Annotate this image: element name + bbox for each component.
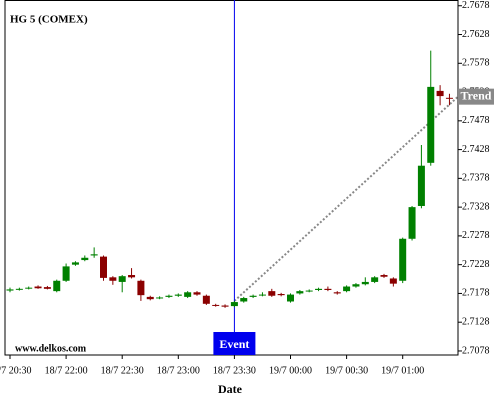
x-tick-label: 18/7 22:30	[101, 365, 144, 376]
x-tick-label: 19/7 00:00	[269, 365, 312, 376]
x-tick-label: 19/7 01:00	[381, 365, 424, 376]
x-tick-label: 18/7 23:30	[213, 365, 256, 376]
candle-body	[221, 305, 229, 307]
candle-body	[249, 295, 257, 297]
event-label: Event	[219, 337, 249, 351]
candle-body	[380, 275, 388, 277]
candle-body	[184, 292, 192, 297]
candle-body	[165, 295, 173, 297]
candle-body	[230, 302, 238, 307]
y-tick-label: 2.7428	[462, 144, 490, 155]
candle-body	[389, 278, 397, 284]
candle-body	[100, 256, 107, 278]
candle-body	[34, 286, 42, 289]
candle-body	[25, 287, 33, 289]
candle-body	[399, 238, 407, 281]
x-tick-label: 18/7 23:00	[157, 365, 200, 376]
y-tick-label: 2.7278	[462, 230, 490, 241]
candle-body	[296, 291, 304, 294]
trend-label: Trend	[461, 88, 492, 102]
candle-body	[343, 286, 351, 292]
candle-body	[277, 294, 285, 296]
candle-body	[156, 297, 164, 299]
trend-line	[233, 95, 459, 302]
x-tick-label: 18/7 20:30	[0, 365, 32, 376]
candle-body	[109, 277, 117, 281]
candle-body	[193, 292, 201, 295]
candle-body	[268, 291, 276, 296]
source-label: www.delkos.com	[15, 343, 87, 354]
candle-body	[90, 254, 98, 256]
y-tick-label: 2.7378	[462, 173, 490, 184]
chart-title: HG 5 (COMEX)	[10, 14, 88, 26]
candle-body	[417, 165, 425, 206]
x-axis-label: Date	[218, 382, 243, 396]
x-tick-label: 18/7 22:00	[45, 365, 88, 376]
candle-body	[202, 295, 210, 304]
candle-body	[146, 296, 154, 300]
trend-label-box	[458, 88, 494, 105]
candle-body	[128, 275, 136, 278]
y-tick-label: 2.7328	[462, 201, 490, 212]
y-tick-label: 2.7578	[462, 58, 490, 69]
candle-body	[371, 277, 379, 282]
candle-body	[427, 86, 435, 163]
candle-body	[71, 262, 79, 265]
candle-body	[315, 288, 323, 290]
y-tick-label: 2.7678	[462, 0, 490, 11]
candle-body	[305, 290, 313, 292]
x-tick-label: 19/7 00:30	[325, 365, 368, 376]
candle-body	[43, 287, 51, 289]
candle-body	[118, 276, 126, 282]
candle-body	[333, 292, 341, 294]
y-tick-label: 2.7078	[462, 345, 490, 356]
candle-body	[6, 289, 14, 291]
candle-body	[174, 294, 182, 296]
y-tick-label: 2.7228	[462, 259, 490, 270]
candle-body	[445, 97, 453, 99]
candle-body	[352, 284, 360, 287]
candle-body	[324, 288, 332, 290]
candle-body	[240, 298, 248, 302]
candle-body	[287, 294, 294, 302]
candle-body	[361, 281, 369, 285]
candle-body	[53, 280, 61, 292]
candle-body	[137, 280, 145, 296]
y-tick-label: 2.7478	[462, 115, 490, 126]
candle-body	[81, 257, 89, 261]
candle-body	[15, 288, 23, 290]
plot-frame	[4, 0, 459, 356]
event-label-box	[213, 332, 256, 355]
candle-body	[408, 207, 416, 239]
candle-body	[212, 304, 220, 306]
y-tick-label: 2.7628	[462, 29, 490, 40]
candle-body	[436, 90, 444, 97]
candle-body	[258, 294, 266, 296]
candle-body	[62, 266, 70, 281]
y-tick-label: 2.7128	[462, 317, 490, 328]
y-tick-label: 2.7178	[462, 288, 490, 299]
